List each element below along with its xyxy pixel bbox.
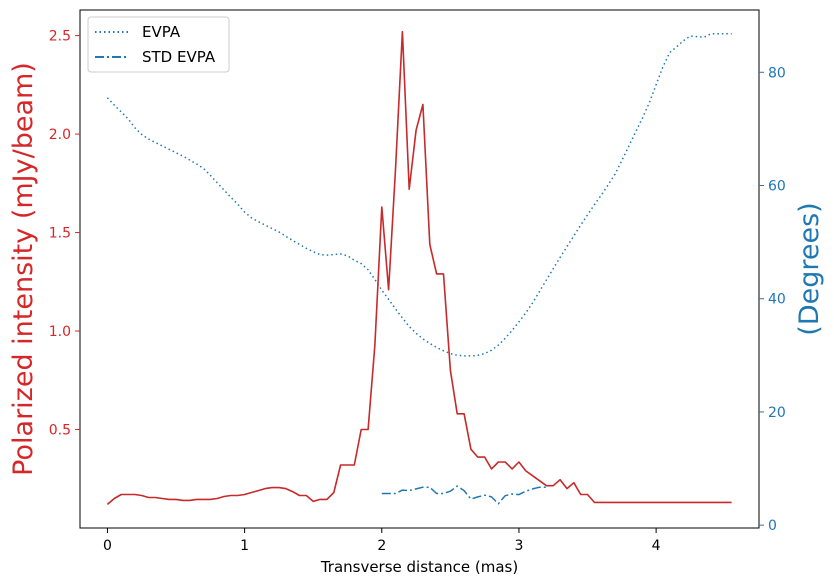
series-line-polarized-intensity — [106, 30, 732, 506]
left-y-axis-label: Polarized intensity (mJy/beam) — [8, 62, 39, 476]
left-y-tick-label: 2.5 — [49, 29, 71, 45]
right-y-tick-label: 60 — [768, 178, 786, 194]
legend-box — [87, 16, 230, 73]
series-layer — [106, 30, 732, 506]
right-y-axis: 0 20 40 60 80 — [759, 65, 786, 534]
right-y-tick-label: 0 — [768, 518, 777, 534]
plot-frame — [79, 9, 760, 529]
legend: EVPA STD EVPA — [87, 16, 230, 73]
right-y-tick-label: 20 — [768, 405, 786, 421]
series-line-std-evpa — [381, 485, 547, 505]
right-y-tick-label: 80 — [768, 65, 786, 81]
left-y-tick-label: 0.5 — [49, 423, 71, 439]
x-axis: 0 1 2 3 4 — [103, 528, 661, 554]
right-y-axis-label: (Degrees) — [794, 202, 825, 335]
right-y-tick-label: 40 — [768, 292, 786, 308]
x-tick-label: 0 — [103, 538, 112, 554]
left-y-tick-label: 1.0 — [49, 324, 71, 340]
legend-label-evpa: EVPA — [142, 23, 181, 41]
legend-label-std-evpa: STD EVPA — [142, 48, 216, 66]
left-y-axis: 0.5 1.0 1.5 2.0 2.5 — [49, 29, 80, 439]
x-tick-label: 2 — [377, 538, 386, 554]
x-axis-label: Transverse distance (mas) — [320, 558, 518, 576]
left-y-tick-label: 1.5 — [49, 226, 71, 242]
plot-area — [80, 10, 759, 528]
x-tick-label: 4 — [652, 538, 661, 554]
x-tick-label: 3 — [514, 538, 523, 554]
x-tick-label: 1 — [240, 538, 249, 554]
left-y-tick-label: 2.0 — [49, 127, 71, 143]
